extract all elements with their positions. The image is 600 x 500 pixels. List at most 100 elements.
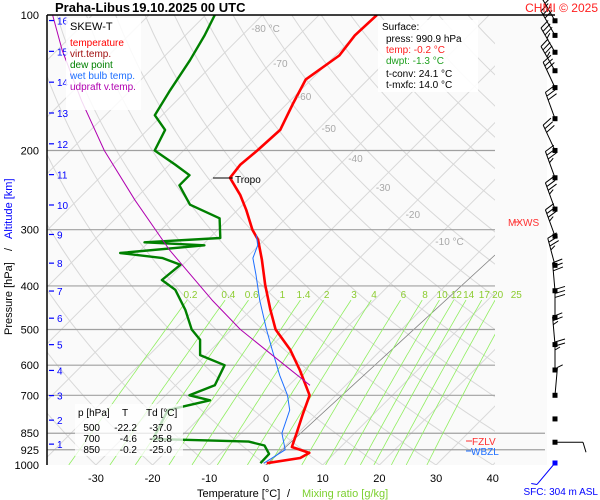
table-cell: -22.2 [114,423,137,434]
wind-barb [544,45,553,54]
legend-item: temperature [70,38,124,49]
dry-adiabat [144,15,495,398]
wind-barb [549,216,554,222]
pressure-tick-label: 500 [21,325,39,337]
wind-barb [547,93,557,101]
wind-barb [547,152,557,160]
mixing-ratio-label: 6 [401,290,407,301]
wind-barb [582,442,587,453]
wind-barb [557,364,563,368]
series-wet-bulb-temp- [252,234,291,464]
isotherm-line [208,178,495,465]
wind-barb [542,23,551,32]
wind-barb [554,289,566,294]
pressure-tick-label: 925 [21,445,39,457]
isotherm-line [47,15,320,288]
table-cell: 500 [83,423,100,434]
table-cell: -25.0 [149,445,172,456]
altitude-tick-label: 8 [57,259,63,270]
temperature-tick-label: 20 [373,473,385,485]
wind-barb [554,293,566,298]
wind-barb [548,236,558,243]
table-header: T [122,408,128,419]
wbzl-label: WBZL [471,447,499,458]
wind-barb [546,33,551,39]
mixing-ratio-label: 1 [280,290,286,301]
altitude-tick-label: 16 [57,17,69,28]
pressure-tick-label: 300 [21,225,39,237]
wind-barb [554,338,566,343]
isotherm-line [47,15,433,402]
isotherm-line [379,348,495,465]
wind-barb-staff [544,209,556,237]
temperature-tick-label: -20 [145,473,161,485]
wind-barb-staff [536,462,556,485]
pressure-tick-label: 700 [21,390,39,402]
altitude-tick-label: 10 [57,201,69,212]
x-axis-title-temp: Temperature [°C] [197,488,280,500]
wind-barb [542,42,551,51]
surface-press: press: 990.9 hPa [386,34,462,45]
altitude-tick-label: 2 [57,416,63,427]
axis-labels: -80 °C-70-60-50-40-30-20-10 °C1002003004… [15,10,523,485]
wind-barb [549,157,554,164]
dry-adiabat [173,15,495,364]
dry-adiabat [320,15,495,201]
legend-item: virt.temp. [70,49,111,60]
altitude-tick-label: 3 [57,392,63,403]
altitude-tick-label: 12 [57,140,69,151]
wind-barb [544,58,553,67]
altitude-tick-label: 1 [57,440,63,451]
table-cell: -25.8 [149,434,172,445]
mixing-ratio-line [373,299,467,465]
table-header: Td [°C] [146,408,177,419]
wind-barb [546,51,551,58]
sounding-table-box [75,404,183,456]
wind-barb [542,117,552,126]
sfc-altitude: SFC: 304 m ASL [524,487,599,498]
pressure-tick-label: 100 [21,10,39,22]
pressure-tick-label: 600 [21,360,39,372]
table-cell: -4.6 [120,434,138,445]
dry-adiabat [203,15,495,331]
dry-adiabat [115,15,495,432]
mixing-ratio-line [325,299,423,465]
wind-barb [540,20,549,29]
wind-barb [552,258,563,264]
wind-barb [554,346,561,351]
series-temperature [228,15,378,465]
isotherm-label: -50 [322,124,337,135]
isotherm-label: -20 [406,210,421,221]
wind-barb-staff [547,238,556,266]
legend-item: udpraft v.temp. [70,82,136,93]
wind-barbs [531,0,587,485]
dry-adiabat [291,15,495,233]
temperature-tick-label: 0 [263,473,269,485]
table-cell: -0.2 [120,445,138,456]
wind-barb-staff [540,27,556,53]
wind-barb [545,176,555,184]
wind-barb-staff [544,92,556,119]
wind-barb [552,316,563,322]
wind-barb [542,54,552,63]
altitude-tick-label: 4 [57,366,63,377]
tropo-label: Tropo [235,175,261,186]
mixing-ratio-line [191,299,301,465]
mxws-label: MXWS [508,218,539,229]
temperature-tick-label: -10 [201,473,217,485]
mixing-ratio-line [426,333,495,465]
wind-barb [553,266,564,272]
wind-barb-staff [552,316,556,345]
wind-barb [546,125,555,133]
wind-barb [552,320,559,326]
pressure-tick-label: 1000 [15,460,39,472]
table-cell: -37.0 [149,423,172,434]
pressure-tick-label: 200 [21,145,39,157]
mixing-ratio-label: 0.4 [221,290,235,301]
mixing-ratio-label: 0.6 [245,290,259,301]
y-axis-title-pressure: Pressure [hPa] [3,262,15,335]
mixing-ratio-label: 14 [463,290,475,301]
mixing-ratio-label: 2 [324,290,330,301]
